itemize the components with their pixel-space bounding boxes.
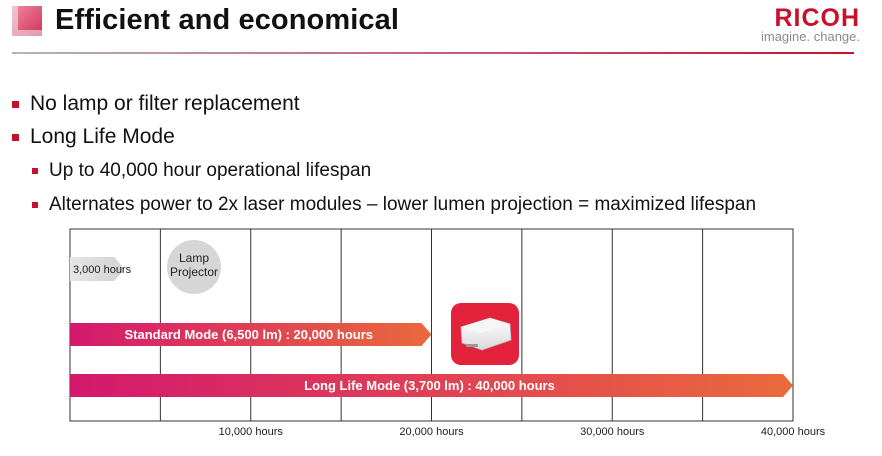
- annotation-text: Projector: [170, 265, 218, 279]
- x-tick-label: 10,000 hours: [219, 426, 284, 438]
- bullet-text: Long Life Mode: [30, 125, 175, 148]
- bar: [70, 374, 793, 397]
- bullet-marker: [32, 168, 38, 174]
- bar: [70, 257, 125, 281]
- brand-logo: RICOH imagine. change.: [761, 6, 860, 44]
- bar-label: 3,000 hours: [73, 264, 132, 276]
- x-tick-label: 40,000 hours: [761, 426, 826, 438]
- bullet-item: No lamp or filter replacement: [12, 92, 300, 116]
- sub-bullet-item: Up to 40,000 hour operational lifespan: [32, 160, 371, 182]
- bullet-marker: [12, 100, 19, 108]
- sub-bullet-item: Alternates power to 2x laser modules – l…: [32, 194, 756, 216]
- bullet-text: No lamp or filter replacement: [30, 92, 300, 115]
- bullet-marker: [32, 202, 38, 208]
- title-corner-mark: [12, 6, 42, 36]
- x-tick-label: 30,000 hours: [580, 426, 645, 438]
- x-tick-label: 20,000 hours: [399, 426, 464, 438]
- chart-frame: [69, 228, 794, 422]
- bullet-marker: [12, 133, 19, 141]
- logo-tagline: imagine. change.: [760, 29, 860, 44]
- bullet-item: Long Life Mode: [12, 125, 175, 149]
- projector-image: [451, 303, 519, 365]
- bar-label: Long Life Mode (3,700 lm) : 40,000 hours: [304, 378, 555, 393]
- header-divider: [12, 52, 854, 54]
- bullet-text: Alternates power to 2x laser modules – l…: [49, 194, 757, 215]
- bar-label: Standard Mode (6,500 lm) : 20,000 hours: [124, 327, 373, 342]
- lamp-projector-badge: [167, 240, 221, 294]
- bar: [70, 323, 432, 346]
- annotation-text: Lamp: [179, 251, 209, 265]
- page-title: Efficient and economical: [55, 4, 400, 36]
- logo-name: RICOH: [774, 4, 860, 32]
- bullet-text: Up to 40,000 hour operational lifespan: [49, 160, 372, 181]
